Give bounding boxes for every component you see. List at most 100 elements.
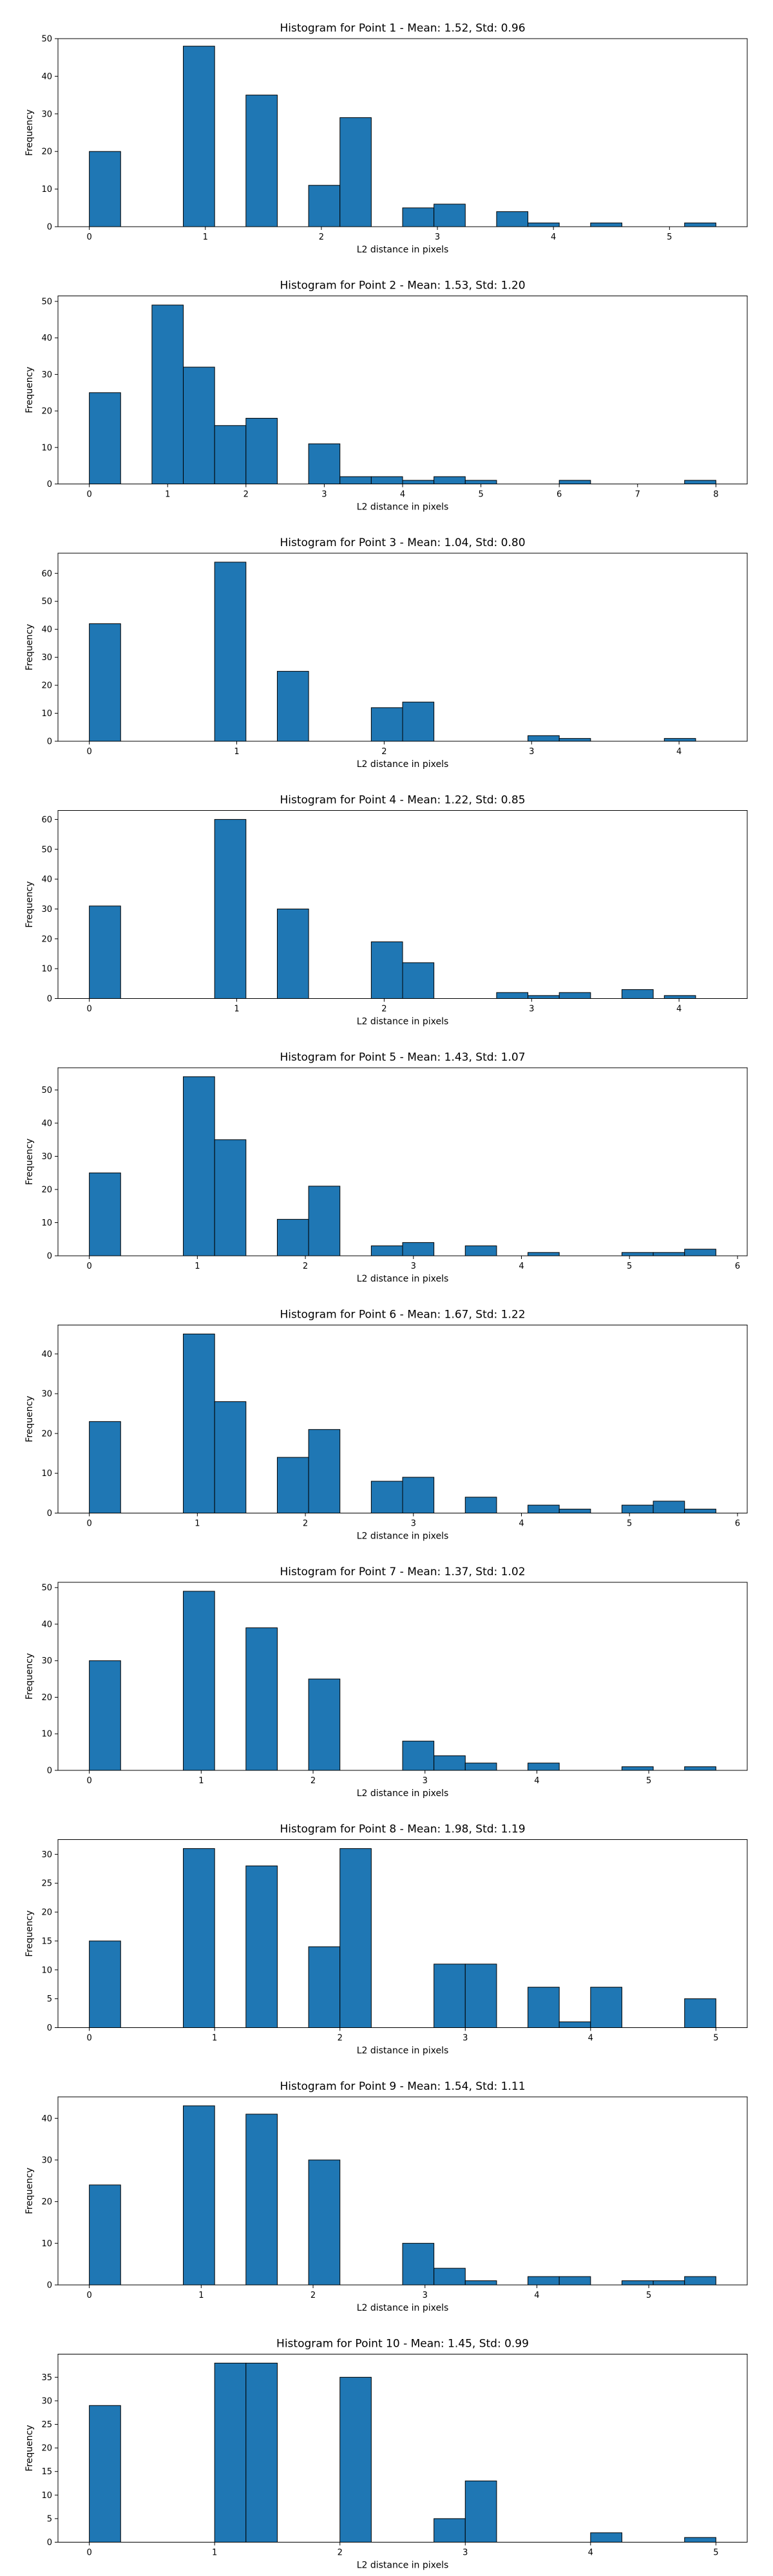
x-tick-label: 2 [338,2034,343,2043]
x-axis-label: L2 distance in pixels [357,1788,449,1799]
y-axis-label: Frequency [24,881,35,927]
x-tick-label: 1 [195,1262,200,1271]
histogram-bar [89,623,121,742]
x-tick-label: 3 [423,1776,428,1786]
y-tick-label: 10 [41,1218,52,1228]
x-tick-label: 0 [86,1519,91,1529]
histogram-bar [245,2114,278,2286]
x-tick-label: 2 [310,2291,316,2300]
x-tick-label: 4 [588,2548,593,2558]
y-tick-label: 60 [41,569,52,579]
y-tick-label: 40 [41,2114,52,2124]
histogram-bar [183,366,215,484]
x-tick-label: 2 [381,747,386,757]
y-axis-label: Frequency [24,1139,35,1185]
histogram-bar [684,480,716,485]
x-tick-label: 3 [435,232,440,242]
y-tick-label: 10 [41,965,52,974]
histogram-bar [684,1766,716,1771]
x-tick-label: 5 [713,2034,718,2043]
histogram-bar [621,1252,654,1256]
histogram-bar [89,1172,121,1256]
chart-title: Histogram for Point 1 - Mean: 1.52, Std:… [280,22,525,35]
histogram-bar [183,1333,215,1513]
y-tick-label: 5 [47,1994,52,2004]
x-axis-label: L2 distance in pixels [357,2561,449,2571]
chart-panel-4: Histogram for Point 4 - Mean: 1.22, Std:… [24,794,748,1027]
x-tick-label: 2 [381,1005,386,1014]
histogram-bar [89,1940,121,2028]
histogram-bar [402,207,435,227]
histogram-bar [434,2268,466,2286]
histogram-bar [370,476,403,484]
y-tick-label: 0 [47,994,52,1004]
y-tick-label: 10 [41,2491,52,2501]
plot-frame [57,553,748,742]
y-tick-label: 10 [41,2239,52,2249]
histogram-bar [183,2105,215,2286]
y-tick-label: 10 [41,443,52,453]
y-tick-label: 20 [41,934,52,944]
histogram-bar [214,1401,247,1513]
histogram-bar [308,1678,341,1771]
histogram-bar [528,735,560,742]
histogram-bar [402,1477,435,1513]
x-tick-label: 3 [411,1519,416,1529]
histogram-bar [464,1964,497,2029]
y-tick-label: 5 [47,2514,52,2524]
histogram-bar [183,1076,215,1256]
x-tick-label: 1 [203,232,208,242]
histogram-bar [558,738,591,742]
histogram-bar [214,819,247,999]
x-tick-label: 5 [667,232,672,242]
x-tick-label: 5 [478,490,483,500]
histogram-bar [528,1252,560,1256]
x-tick-label: 6 [557,490,562,500]
histogram-bar [402,1242,435,1256]
chart-panel-7: Histogram for Point 7 - Mean: 1.37, Std:… [24,1566,748,1799]
y-tick-label: 30 [41,2396,52,2406]
chart-title: Histogram for Point 4 - Mean: 1.22, Std:… [280,794,525,807]
histogram-bar [245,95,278,227]
x-tick-label: 1 [212,2548,217,2558]
y-tick-label: 20 [41,1429,52,1439]
x-tick-label: 4 [676,1005,682,1014]
histogram-bar [464,480,497,485]
x-tick-label: 4 [534,2291,539,2300]
histogram-bar [684,2276,716,2286]
y-axis-label: Frequency [24,366,35,413]
plot-frame [57,1325,748,1513]
y-tick-label: 50 [41,597,52,607]
y-tick-label: 50 [41,1086,52,1095]
histogram-bar [245,417,278,484]
histogram-bar [276,1457,309,1513]
x-tick-label: 0 [86,1005,91,1014]
x-tick-label: 4 [534,1776,539,1786]
x-tick-label: 2 [303,1519,308,1529]
y-axis-label: Frequency [24,1910,35,1956]
x-axis-label: L2 distance in pixels [357,245,449,255]
y-tick-label: 0 [47,2281,52,2291]
y-tick-label: 20 [41,2197,52,2207]
y-tick-label: 25 [41,1879,52,1889]
histogram-bar [89,151,121,227]
histogram-bar [590,2532,622,2543]
y-tick-label: 20 [41,2444,52,2454]
x-tick-label: 1 [234,747,239,757]
histogram-bar [245,1627,278,1771]
histogram-bar [308,185,341,227]
plot-frame [57,2096,748,2286]
x-tick-label: 6 [735,1262,740,1271]
histogram-bar [308,2159,341,2286]
x-tick-label: 3 [411,1262,416,1271]
histogram-bar [528,995,560,999]
histogram-bar [663,995,696,999]
x-tick-label: 1 [195,1519,200,1529]
y-tick-label: 40 [41,1620,52,1629]
histogram-bar [464,1245,497,1256]
x-tick-label: 4 [400,490,405,500]
histogram-bar [663,738,696,742]
y-tick-label: 0 [47,1766,52,1776]
histogram-bar [276,1218,309,1256]
x-tick-label: 3 [463,2548,468,2558]
